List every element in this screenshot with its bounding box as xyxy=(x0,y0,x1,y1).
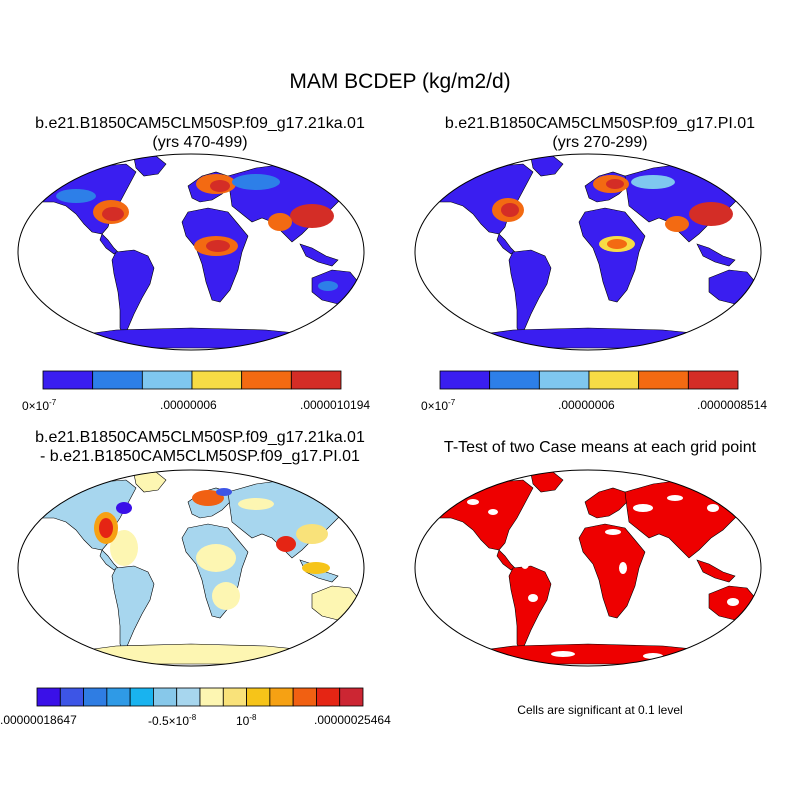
panel-case2-title-line1: b.e21.B1850CAM5CLM50SP.f09_g17.PI.01 xyxy=(444,115,756,132)
colorbar-case2-min-label: 0×10-7 xyxy=(421,398,456,413)
colorbar-case2-swatch-5 xyxy=(687,370,739,390)
south-america xyxy=(111,249,155,337)
colorbar-difference-swatch-8 xyxy=(222,687,247,707)
antarctica xyxy=(432,327,745,349)
colorbar-difference-swatch-3 xyxy=(106,687,131,707)
colorbar-case2-swatch-2 xyxy=(538,370,590,390)
antarctica xyxy=(35,643,348,665)
colorbar-difference-swatch-13 xyxy=(339,687,364,707)
central-america xyxy=(99,233,119,255)
panel-difference-title-line1: b.e21.B1850CAM5CLM50SP.f09_g17.21ka.01 xyxy=(35,429,365,446)
southeast-asia xyxy=(299,243,339,267)
colorbar-difference-swatch-5 xyxy=(153,687,178,707)
colorbar-difference-min-label: .00000018647 xyxy=(0,713,77,727)
southeast-asia xyxy=(696,243,736,267)
colorbar-case1-swatch-2 xyxy=(141,370,193,390)
colorbar-case1-swatch-5 xyxy=(290,370,342,390)
south-america xyxy=(508,249,552,337)
colorbar-case2-swatch-1 xyxy=(489,370,540,390)
colorbar-case1-swatch-0 xyxy=(42,370,94,390)
panel-case2-title-line2: (yrs 270-299) xyxy=(552,134,648,151)
panel-case1-title: b.e21.B1850CAM5CLM50SP.f09_g17.21ka.01 (… xyxy=(0,114,400,152)
south-america xyxy=(508,565,552,653)
colorbar-case2-swatch-0 xyxy=(439,370,491,390)
colorbar-difference-swatch-12 xyxy=(316,687,341,707)
colorbar-case1 xyxy=(42,370,342,390)
europe xyxy=(584,487,628,519)
panel-case2-title: b.e21.B1850CAM5CLM50SP.f09_g17.PI.01 (yr… xyxy=(400,114,800,152)
colorbar-case2-max-label: .0000008514 xyxy=(697,398,768,412)
panel-difference-title: b.e21.B1850CAM5CLM50SP.f09_g17.21ka.01 -… xyxy=(0,428,400,466)
colorbar-difference-neg-label: -0.5×10-8 xyxy=(148,713,197,728)
colorbar-case1-swatch-4 xyxy=(241,370,292,390)
panel-case1-title-line2: (yrs 470-499) xyxy=(152,134,248,151)
colorbar-difference-pos-label: 10-8 xyxy=(236,713,257,728)
colorbar-case2-mid-label: .00000006 xyxy=(558,398,615,412)
colorbar-difference-swatch-0 xyxy=(36,687,61,707)
colorbar-case1-swatch-1 xyxy=(92,370,143,390)
colorbar-case1-max-label: .0000010194 xyxy=(300,398,371,412)
map-ttest xyxy=(414,469,762,667)
colorbar-difference-swatch-9 xyxy=(246,687,271,707)
map-case2 xyxy=(414,153,762,351)
colorbar-difference-swatch-4 xyxy=(129,687,154,707)
panel-case1-title-line1: b.e21.B1850CAM5CLM50SP.f09_g17.21ka.01 xyxy=(35,115,365,132)
map-case1 xyxy=(17,153,365,351)
colorbar-case2-swatch-4 xyxy=(638,370,689,390)
colorbar-case2-swatch-3 xyxy=(588,370,640,390)
panel-ttest-title: T-Test of two Case means at each grid po… xyxy=(443,439,757,456)
colorbar-difference-swatch-2 xyxy=(83,687,108,707)
central-america xyxy=(496,549,516,571)
colorbar-case1-min-label: 0×10-7 xyxy=(22,398,57,413)
map-difference xyxy=(17,469,365,667)
central-america xyxy=(496,233,516,255)
africa xyxy=(578,207,646,303)
colorbar-case1-swatch-3 xyxy=(191,370,243,390)
south-america xyxy=(111,565,155,653)
antarctica xyxy=(35,327,348,349)
colorbar-difference-max-label: .00000025464 xyxy=(314,713,391,727)
colorbar-difference-swatch-1 xyxy=(59,687,84,707)
significance-note: Cells are significant at 0.1 level xyxy=(517,703,683,717)
asia xyxy=(624,479,754,559)
africa xyxy=(578,523,646,619)
colorbar-difference-swatch-6 xyxy=(176,687,201,707)
colorbar-difference-swatch-7 xyxy=(199,687,224,707)
figure-title: MAM BCDEP (kg/m2/d) xyxy=(289,70,511,93)
colorbar-difference xyxy=(36,687,364,707)
colorbar-difference-swatch-10 xyxy=(269,687,294,707)
colorbar-difference-swatch-11 xyxy=(292,687,317,707)
antarctica xyxy=(432,643,745,665)
colorbar-case2 xyxy=(439,370,739,390)
panel-difference-title-line2: - b.e21.B1850CAM5CLM50SP.f09_g17.PI.01 xyxy=(40,448,360,465)
colorbar-case1-mid-label: .00000006 xyxy=(160,398,217,412)
southeast-asia xyxy=(696,559,736,583)
